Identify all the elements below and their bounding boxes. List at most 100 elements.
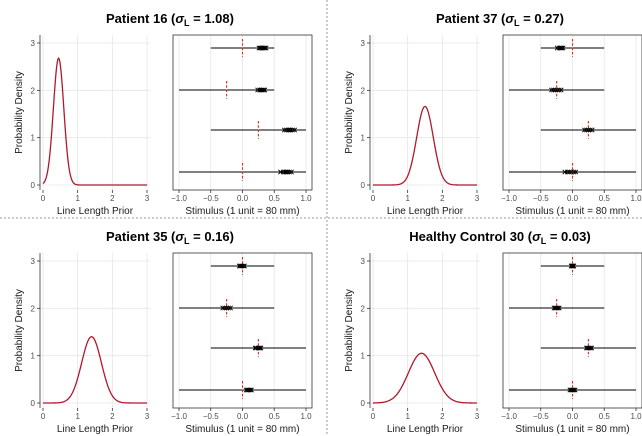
bisection-mark: [227, 305, 233, 311]
density-y-tick-label: 0: [361, 181, 366, 190]
sigma-subscript: L: [184, 236, 190, 246]
panel-1: Patient 16 (σL = 1.08) 0 1 2 3 0 1 2 3 Line Lengt…: [14, 11, 313, 217]
stimulus-x-tick-label: −0.5: [203, 412, 219, 421]
bisection-mark: [248, 387, 254, 393]
panel-title-suffix: = 0.03): [546, 229, 590, 244]
bisection-mark: [550, 87, 556, 93]
density-x-tick-label: 3: [475, 194, 480, 203]
bisection-mark: [554, 87, 560, 93]
panel-title: Patient 16 (σL = 1.08): [106, 11, 234, 28]
bisection-mark: [220, 305, 226, 311]
bisection-mark: [260, 87, 266, 93]
panel-title-prefix: Patient 37 (: [436, 11, 506, 26]
bisection-mark: [285, 169, 291, 175]
stimulus-x-axis-label: Stimulus (1 unit = 80 mm): [515, 206, 629, 217]
panel-3: Patient 35 (σL = 0.16) 0 1 2 3 0 1 2 3 Line Lengt…: [14, 229, 313, 435]
bisection-mark: [572, 387, 578, 393]
sigma-symbol: σ: [175, 11, 185, 26]
bisection-mark: [288, 127, 294, 133]
bisection-mark: [281, 127, 287, 133]
bisection-mark: [257, 345, 263, 351]
bisection-mark: [587, 345, 593, 351]
panel-title-suffix: = 1.08): [190, 11, 234, 26]
density-y-tick-label: 2: [31, 86, 36, 95]
stimulus-x-axis-label: Stimulus (1 unit = 80 mm): [185, 424, 299, 435]
panel-2: Patient 37 (σL = 0.27) 0 1 2 3 0 1 2 3 Line Lengt…: [344, 11, 642, 217]
density-curve: [42, 56, 147, 186]
density-x-axis-label: Line Length Prior: [57, 206, 134, 217]
bisection-mark: [263, 45, 269, 51]
bisection-mark: [262, 87, 268, 93]
bisection-mark: [555, 305, 561, 311]
bisection-mark: [589, 127, 595, 133]
density-x-tick-label: 0: [371, 412, 376, 421]
bisection-mark: [571, 387, 577, 393]
sigma-subscript: L: [514, 18, 520, 28]
stimulus-x-tick-label: 1.0: [300, 194, 312, 203]
bisection-mark: [556, 87, 562, 93]
bisection-mark: [558, 87, 564, 93]
density-y-tick-label: 1: [31, 134, 36, 143]
bisection-mark: [571, 169, 577, 175]
density-x-axis-label: Line Length Prior: [57, 424, 134, 435]
density-y-tick-label: 3: [31, 39, 36, 48]
density-y-tick-label: 0: [31, 181, 36, 190]
density-y-tick-label: 3: [361, 39, 366, 48]
density-y-axis-label: Probability Density: [14, 71, 25, 154]
stimulus-x-tick-label: 0.5: [599, 194, 611, 203]
density-x-tick-label: 0: [41, 412, 46, 421]
density-y-tick-label: 2: [361, 86, 366, 95]
bisection-mark: [549, 87, 555, 93]
panel-title: Patient 35 (σL = 0.16): [106, 229, 234, 246]
bisection-mark: [258, 345, 264, 351]
density-curve: [372, 352, 477, 404]
bisection-mark: [582, 127, 588, 133]
density-x-tick-label: 2: [440, 412, 445, 421]
bisection-mark: [290, 127, 296, 133]
panel-title-suffix: = 0.16): [190, 229, 234, 244]
bisection-mark: [288, 169, 294, 175]
bisection-mark: [226, 305, 232, 311]
stimulus-x-tick-label: 0.0: [567, 194, 579, 203]
bisection-mark: [286, 169, 293, 175]
sigma-subscript: L: [184, 18, 190, 28]
sigma-symbol: σ: [175, 229, 185, 244]
density-y-tick-label: 2: [361, 304, 366, 313]
bisection-mark: [566, 169, 572, 175]
density-x-tick-label: 3: [145, 412, 150, 421]
bisection-mark: [552, 87, 558, 93]
density-x-tick-label: 2: [110, 412, 115, 421]
density-y-axis-label: Probability Density: [344, 289, 355, 372]
density-x-tick-label: 0: [371, 194, 376, 203]
density-x-tick-label: 1: [75, 194, 80, 203]
density-curve: [373, 105, 477, 186]
stimulus-x-axis-label: Stimulus (1 unit = 80 mm): [185, 206, 299, 217]
bisection-mark: [222, 305, 228, 311]
panel-title-prefix: Healthy Control 30 (: [409, 229, 532, 244]
panel-title: Healthy Control 30 (σL = 0.03): [409, 229, 590, 246]
bisection-mark: [556, 305, 562, 311]
stimulus-x-tick-label: −1.0: [171, 194, 187, 203]
density-x-tick-label: 3: [145, 194, 150, 203]
stimulus-x-tick-label: −0.5: [533, 412, 549, 421]
stimulus-x-tick-label: 0.0: [237, 194, 249, 203]
density-x-axis-label: Line Length Prior: [387, 206, 464, 217]
density-y-axis-label: Probability Density: [344, 71, 355, 154]
stimulus-x-axis-label: Stimulus (1 unit = 80 mm): [515, 424, 629, 435]
bisection-mark: [262, 45, 268, 51]
bisection-mark: [573, 169, 579, 175]
density-x-tick-label: 1: [405, 412, 410, 421]
density-y-tick-label: 2: [31, 304, 36, 313]
stimulus-x-tick-label: −0.5: [533, 194, 549, 203]
density-y-tick-label: 1: [31, 352, 36, 361]
bisection-mark: [587, 127, 593, 133]
density-y-tick-label: 3: [31, 257, 36, 266]
stimulus-x-tick-label: 1.0: [630, 194, 642, 203]
panel-title-prefix: Patient 35 (: [106, 229, 176, 244]
density-y-tick-label: 3: [361, 257, 366, 266]
density-y-axis-label: Probability Density: [14, 289, 25, 372]
sigma-symbol: σ: [532, 229, 542, 244]
sigma-symbol: σ: [505, 11, 515, 26]
bisection-mark: [240, 263, 246, 269]
